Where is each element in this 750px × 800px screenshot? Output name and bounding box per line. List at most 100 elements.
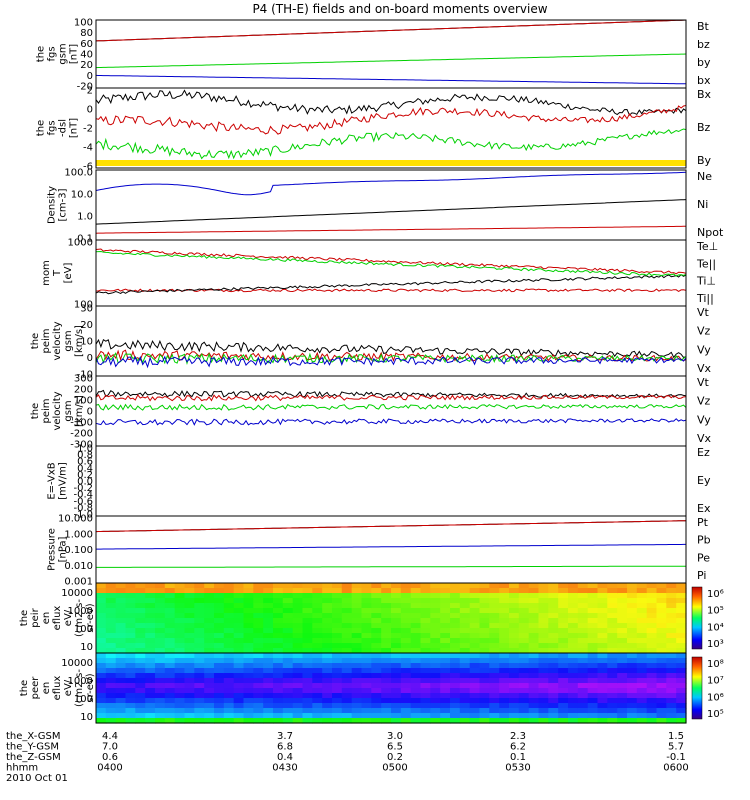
y-axis-label-line: Pressure (47, 528, 58, 571)
spectrogram-cell (282, 633, 294, 639)
spectrogram-cell (351, 673, 363, 679)
spectrogram-cell (410, 718, 422, 724)
spectrogram-cell (568, 608, 579, 614)
spectrogram-cell (105, 658, 117, 664)
spectrogram-cell (479, 658, 490, 664)
spectrogram-cell (312, 598, 323, 604)
spectrogram-cell (597, 608, 608, 614)
spectrogram-cell (509, 638, 520, 644)
spectrogram-cell (568, 683, 579, 689)
spectrogram-cell (617, 613, 628, 619)
spectrogram-cell (243, 628, 254, 634)
spectrogram-cell (479, 633, 490, 639)
spectrogram-cell (341, 693, 353, 699)
spectrogram-cell (253, 658, 264, 664)
spectrogram-cell (518, 713, 530, 719)
spectrogram-cell (263, 718, 274, 724)
spectrogram-cell (636, 683, 648, 689)
spectrogram-cell (184, 688, 195, 694)
spectrogram-cell (322, 633, 333, 639)
spectrogram-cell (351, 623, 363, 629)
legend-label: Ex (697, 502, 711, 515)
y-axis-label-line: peim (41, 398, 52, 423)
spectrogram-cell (450, 613, 461, 619)
spectrogram-cell (607, 638, 618, 644)
spectrogram-cell (499, 603, 510, 609)
spectrogram-cell (273, 708, 284, 714)
spectrogram-cell (577, 658, 589, 664)
spectrogram-cell (489, 683, 500, 689)
spectrogram-cell (577, 663, 589, 669)
spectrogram-cell (489, 588, 500, 594)
spectrogram-cell (155, 673, 166, 679)
spectrogram-cell (627, 673, 638, 679)
spectrogram-cell (184, 633, 195, 639)
spectrogram-cell (636, 708, 648, 714)
spectrogram-cell (420, 623, 431, 629)
spectrogram-cell (627, 603, 638, 609)
spectrogram-cell (332, 658, 343, 664)
spectrogram-cell (332, 623, 343, 629)
spectrogram-cell (96, 618, 107, 624)
spectrogram-cell (174, 613, 186, 619)
spectrogram-cell (509, 588, 520, 594)
spectrogram-cell (528, 713, 540, 719)
spectrogram-cell (135, 653, 146, 659)
spectrogram-cell (676, 663, 687, 669)
spectrogram-cell (243, 688, 254, 694)
spectrogram-cell (676, 683, 687, 689)
spectrogram-cell (450, 618, 461, 624)
spectrogram-cell (450, 698, 461, 704)
spectrogram-cell (391, 598, 402, 604)
spectrogram-cell (332, 603, 343, 609)
spectrogram-cell (577, 713, 589, 719)
spectrogram-cell (135, 673, 146, 679)
spectrogram-cell (489, 633, 500, 639)
spectrogram-cell (538, 598, 549, 604)
spectrogram-cell (420, 593, 431, 599)
spectrogram-cell (548, 633, 559, 639)
spectrogram-cell (302, 603, 313, 609)
spectrogram-cell (223, 633, 235, 639)
spectrogram-cell (489, 658, 500, 664)
spectrogram-cell (597, 673, 608, 679)
spectrogram-cell (627, 583, 638, 589)
spectrogram-cell (469, 673, 481, 679)
spectrogram-cell (381, 658, 392, 664)
spectrogram-cell (223, 603, 235, 609)
y-tick-label: -0.4 (73, 490, 93, 501)
spectrogram-cell (351, 608, 363, 614)
spectrogram-cell (105, 603, 117, 609)
spectrogram-cell (223, 703, 235, 709)
spectrogram-cell (646, 613, 658, 619)
spectrogram-cell (145, 698, 156, 704)
y-axis-label-line: fgs (47, 120, 58, 135)
spectrogram-cell (135, 708, 146, 714)
spectrogram-cell (410, 638, 422, 644)
spectrogram-cell (676, 693, 687, 699)
y-axis-label-line: peer (30, 676, 41, 700)
spectrogram-cell (233, 588, 245, 594)
spectrogram-cell (273, 703, 284, 709)
spectrogram-cell (391, 623, 402, 629)
spectrogram-cell (282, 693, 294, 699)
series-line-0 (95, 225, 686, 234)
spectrogram-cell (450, 643, 461, 649)
spectrogram-cell (164, 718, 176, 724)
spectrogram-cell (322, 688, 333, 694)
spectrogram-cell (587, 713, 599, 719)
y-axis-label-line: (cm2-s- (74, 599, 85, 637)
spectrogram-cell (361, 663, 372, 669)
spectrogram-cell (125, 593, 136, 599)
spectrogram-cell (164, 603, 176, 609)
spectrogram-cell (489, 698, 500, 704)
y-tick-label: 0.100 (64, 545, 93, 556)
spectrogram-cell (361, 643, 372, 649)
spectrogram-cell (420, 678, 431, 684)
spectrogram-cell (391, 583, 402, 589)
spectrogram-cell (96, 588, 107, 594)
spectrogram-cell (361, 618, 372, 624)
spectrogram-cell (332, 583, 343, 589)
y-axis-label-line: velocity (52, 321, 63, 360)
spectrogram-cell (351, 588, 363, 594)
